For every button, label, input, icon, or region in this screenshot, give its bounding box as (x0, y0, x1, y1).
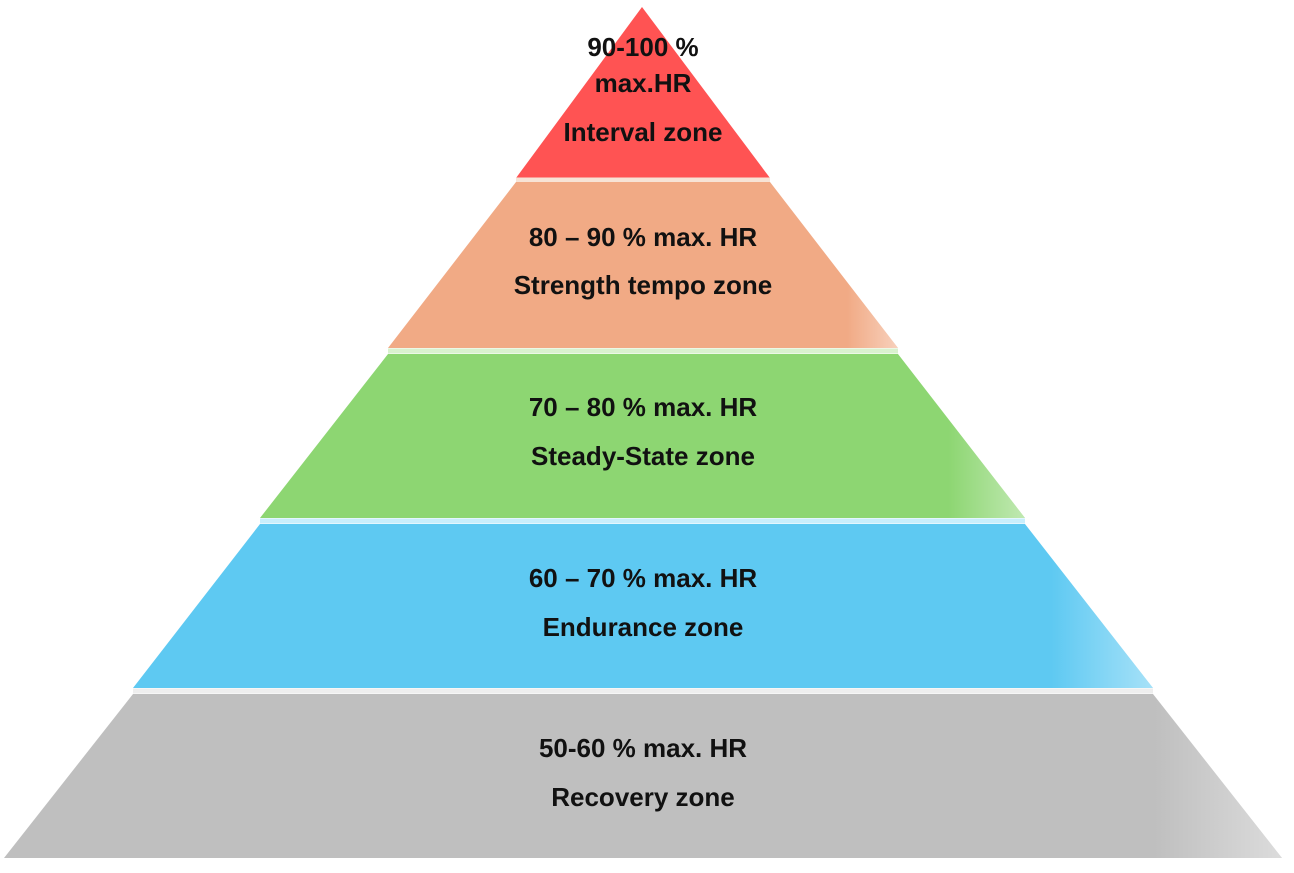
level-strength-tempo-highlight (388, 182, 898, 348)
level-recovery: 50-60 % max. HR Recovery zone (4, 694, 1282, 858)
level-steady-state-range: 70 – 80 % max. HR (529, 392, 758, 422)
level-endurance-highlight (133, 524, 1153, 688)
level-interval-band (516, 7, 770, 178)
level-endurance-range: 60 – 70 % max. HR (529, 563, 758, 593)
level-steady-state-highlight (260, 354, 1025, 518)
level-interval-zone-label: Interval zone (564, 117, 723, 147)
level-recovery-highlight (4, 694, 1282, 858)
level-strength-tempo: 80 – 90 % max. HR Strength tempo zone (388, 182, 898, 348)
level-interval-range-line-2: max.HR (595, 68, 692, 98)
level-interval: 90-100 % max.HR Interval zone (516, 7, 770, 178)
level-interval-range-line-1: 90-100 % (587, 32, 698, 62)
level-endurance: 60 – 70 % max. HR Endurance zone (133, 524, 1153, 688)
level-steady-state: 70 – 80 % max. HR Steady-State zone (260, 354, 1025, 518)
level-endurance-zone-label: Endurance zone (543, 612, 744, 642)
level-strength-tempo-range: 80 – 90 % max. HR (529, 222, 758, 252)
level-recovery-range: 50-60 % max. HR (539, 733, 747, 763)
level-recovery-zone-label: Recovery zone (551, 782, 735, 812)
level-steady-state-zone-label: Steady-State zone (531, 441, 755, 471)
level-strength-tempo-zone-label: Strength tempo zone (514, 270, 773, 300)
